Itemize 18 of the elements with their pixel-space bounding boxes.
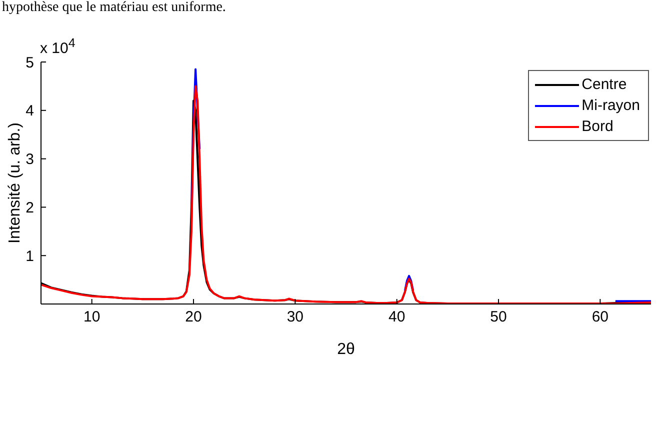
y-tick-label: 1 <box>26 248 34 265</box>
x-tick-label: 50 <box>490 308 507 326</box>
x-tick-label: 30 <box>286 308 304 326</box>
legend-label: Mi-rayon <box>582 97 640 114</box>
legend-label: Centre <box>582 76 627 93</box>
x-tick-label: 10 <box>83 308 100 326</box>
x-tick-label: 40 <box>388 308 406 326</box>
legend-label: Bord <box>582 118 614 135</box>
x-tick-label: 60 <box>592 308 609 326</box>
text: x 10$^{4}$ <box>40 36 76 57</box>
y-tick-label: 4 <box>26 102 34 120</box>
text: hypothèse que le matériau est uniforme. <box>2 0 226 16</box>
x-axis-title: 2θ <box>337 341 355 358</box>
y-tick-label: 2 <box>26 200 34 217</box>
y-axis-title: Intensité (u. arb.) <box>6 122 24 244</box>
x-tick-label: 20 <box>185 308 202 326</box>
y-tick-label: 3 <box>26 151 34 168</box>
y-tick-label: 5 <box>26 54 34 72</box>
